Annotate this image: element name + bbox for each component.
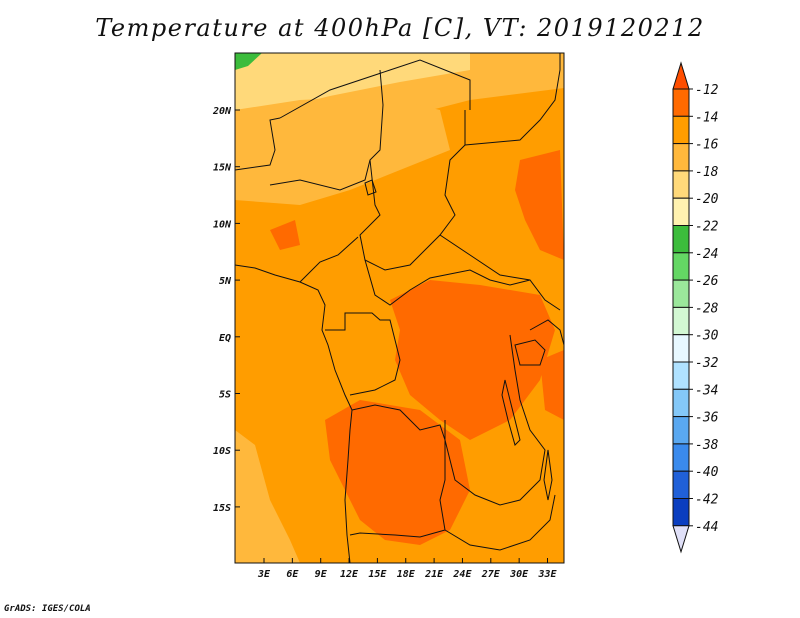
border-nigeria-cameroon <box>299 236 359 283</box>
colorbar-segment <box>672 443 690 472</box>
lon-label: 27E <box>481 569 501 580</box>
lon-label: 30E <box>509 569 529 580</box>
colorbar-label: -22 <box>695 220 719 235</box>
border-algeria-niger <box>279 59 471 119</box>
lon-label: 33E <box>537 569 557 580</box>
lon-label: 24E <box>452 569 472 580</box>
colorbar-label: -34 <box>695 383 718 398</box>
colorbar-label: -44 <box>695 520 718 535</box>
colorbar-segment <box>672 361 690 390</box>
green-patch <box>235 53 262 70</box>
colorbar-label: -40 <box>695 465 719 480</box>
colorbar-segment <box>672 470 690 500</box>
warm-blob-east-lower <box>540 350 564 420</box>
colorbar-label: -24 <box>695 247 718 262</box>
warm-blob-south <box>325 400 470 545</box>
colorbar-segment <box>672 306 690 336</box>
colorbar-top-arrow <box>672 61 690 90</box>
lon-label: 3E <box>257 569 271 580</box>
warm-blob-nigeria <box>270 220 300 250</box>
country-borders <box>234 53 565 564</box>
border-angola <box>349 404 446 538</box>
lon-label: 18E <box>397 569 416 580</box>
lon-label: 9E <box>315 569 328 580</box>
colorbar-segment <box>672 334 690 363</box>
lat-label: 5S <box>219 390 231 401</box>
colorbar-label: -32 <box>695 356 719 371</box>
longitude-axis: 3E 6E 9E 12E 15E 18E 21E 24E 27E 30E 33E <box>257 558 558 580</box>
coastline-west-africa <box>234 264 353 564</box>
lat-label: EQ <box>219 333 231 344</box>
lon-label: 6E <box>286 569 299 580</box>
warm-blob-east <box>515 150 564 260</box>
colorbar-label: -20 <box>695 192 719 207</box>
map-title: Temperature at 400hPa [C], VT: 201912021… <box>95 14 705 42</box>
latitude-axis: 20N 15N 10N 5N EQ 5S 10S 15S <box>212 106 240 514</box>
lake-chad <box>364 179 377 196</box>
colorbar-label: -14 <box>695 110 718 125</box>
map-frame <box>234 52 565 564</box>
border-zambia <box>444 494 556 551</box>
lat-label: 10S <box>213 446 231 457</box>
colorbar-label: -36 <box>695 411 719 426</box>
border-tanzania <box>529 319 565 346</box>
colorbar-segment <box>672 416 690 445</box>
lat-label: 20N <box>212 106 232 117</box>
colorbar-segment <box>672 225 690 254</box>
colorbar-segment <box>672 279 690 308</box>
colorbar-segment <box>672 115 690 145</box>
lon-label: 15E <box>368 569 387 580</box>
lon-label: 12E <box>340 569 359 580</box>
border-drc-east <box>444 334 546 506</box>
border-car <box>364 259 531 306</box>
lat-label: 10N <box>213 219 232 230</box>
lat-label: 15S <box>213 503 231 514</box>
colorbar-segment <box>672 252 690 281</box>
mid-band <box>235 96 450 205</box>
colorbar-segment <box>672 388 690 418</box>
border-sudan <box>464 53 561 146</box>
lon-label: 21E <box>424 569 444 580</box>
lat-label: 5N <box>219 276 232 287</box>
lake-victoria <box>514 339 546 366</box>
colorbar-bottom-arrow <box>672 525 690 554</box>
colorbar-segment <box>672 170 690 199</box>
colorbar-segment <box>672 498 690 527</box>
colorbar-label: -18 <box>695 165 719 180</box>
border-congo <box>325 312 401 396</box>
warm-blob-center <box>390 280 555 440</box>
colorbar-label: -42 <box>695 493 719 508</box>
grads-credit: GrADS: IGES/COLA <box>4 604 91 614</box>
colorbar-segment <box>672 143 690 172</box>
cool-edge-southwest <box>235 430 300 563</box>
colorbar-segment <box>672 197 690 226</box>
border-niger-nigeria <box>269 69 384 191</box>
colorbar-label: -38 <box>695 438 719 453</box>
colorbar-label: -12 <box>695 83 719 98</box>
border-south-sudan <box>439 234 561 311</box>
colorbar-label: -30 <box>695 329 719 344</box>
lake-malawi <box>543 449 553 501</box>
lake-tanganyika <box>501 379 521 446</box>
colorbar: -12 -14 -16 -18 -20 -22 -24 -26 -28 -30 -32 -34 -36 -… <box>672 61 719 554</box>
border-chad <box>359 110 466 271</box>
colorbar-label: -26 <box>695 274 719 289</box>
border-mali-niger <box>234 117 281 171</box>
colorbar-segment <box>672 88 690 117</box>
colorbar-label: -16 <box>695 138 719 153</box>
colorbar-label: -28 <box>695 301 719 316</box>
temperature-field <box>235 53 564 563</box>
lat-label: 15N <box>213 163 232 174</box>
